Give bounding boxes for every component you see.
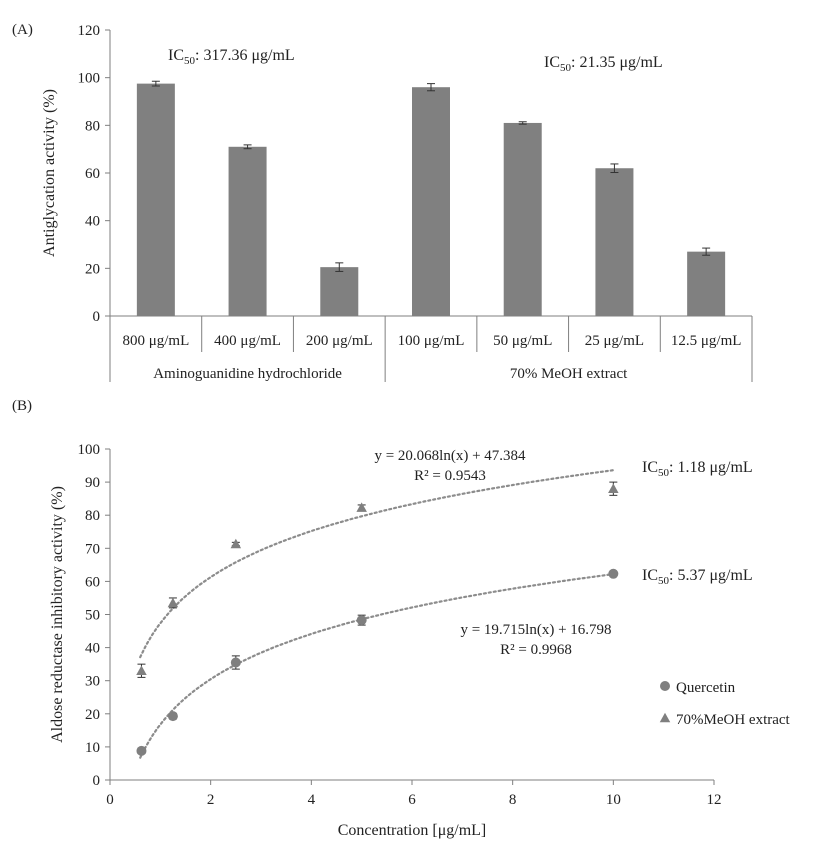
x-tick-label-b: 12 (707, 792, 722, 808)
legend-label-quercetin: Quercetin (676, 680, 736, 696)
category-label: 400 μg/mL (214, 333, 281, 349)
ic50-value: : 1.18 μg/mL (669, 459, 753, 476)
panel-label-a: (A) (12, 22, 33, 38)
ic50-subscript: 50 (658, 575, 670, 587)
ic50-annotation-a-extract: IC50: 21.35 μg/mL (544, 54, 663, 74)
ic50-value: : 317.36 μg/mL (195, 47, 295, 64)
legend-marker-quercetin (660, 681, 670, 691)
bar (412, 87, 450, 316)
ic50-annotation-b-quercetin: IC50: 5.37 μg/mL (642, 567, 753, 587)
y-axis-title-b: Aldose reductase inhibitory activity (%) (49, 486, 66, 743)
y-tick-label-b: 100 (78, 442, 101, 458)
category-label: 800 μg/mL (122, 333, 189, 349)
y-tick-label-b: 40 (85, 641, 100, 657)
y-tick-label-a: 120 (78, 23, 101, 39)
ic50-prefix: IC (642, 459, 658, 476)
ic50-annotation-a-aminoguanidine: IC50: 317.36 μg/mL (168, 47, 295, 67)
category-label: 50 μg/mL (493, 333, 552, 349)
trendline-extract (139, 469, 615, 659)
ic50-value: : 5.37 μg/mL (669, 567, 753, 584)
panel-label-b: (B) (12, 398, 32, 414)
y-axis-title-a: Antiglycation activity (%) (41, 89, 58, 257)
equation-quercetin: y = 19.715ln(x) + 16.798 (460, 622, 611, 638)
y-tick-label-b: 70 (85, 541, 100, 557)
data-point (356, 502, 367, 512)
bar (687, 251, 726, 316)
x-tick-label-b: 10 (606, 792, 621, 808)
legend-label-extract: 70%MeOH extract (676, 712, 791, 728)
y-tick-label-b: 0 (93, 773, 101, 789)
ic50-value: : 21.35 μg/mL (571, 54, 663, 71)
y-tick-label-a: 60 (85, 166, 100, 182)
y-tick-label-a: 20 (85, 261, 100, 277)
data-point (136, 745, 147, 756)
bar (595, 168, 634, 316)
legend-marker-extract (659, 712, 671, 723)
bar (228, 146, 267, 316)
y-tick-label-a: 100 (78, 71, 101, 87)
group-label: 70% MeOH extract (510, 366, 628, 382)
ic50-subscript: 50 (560, 62, 572, 74)
y-tick-label-a: 40 (85, 214, 100, 230)
data-point (608, 568, 619, 579)
x-axis-title-b: Concentration [μg/mL] (338, 822, 487, 839)
ic50-annotation-b-extract: IC50: 1.18 μg/mL (642, 459, 753, 479)
category-label: 200 μg/mL (306, 333, 373, 349)
category-label: 100 μg/mL (398, 333, 465, 349)
ic50-prefix: IC (544, 54, 560, 71)
x-tick-label-b: 6 (408, 792, 416, 808)
group-label: Aminoguanidine hydrochloride (153, 366, 342, 382)
r2-extract: R² = 0.9543 (414, 468, 486, 484)
x-tick-label-b: 0 (106, 792, 114, 808)
r2-quercetin: R² = 0.9968 (500, 642, 572, 658)
data-point (136, 665, 147, 676)
data-point (356, 615, 367, 626)
y-tick-label-b: 50 (85, 608, 100, 624)
y-tick-label-b: 80 (85, 508, 100, 524)
ic50-subscript: 50 (658, 467, 670, 479)
y-tick-label-b: 30 (85, 674, 100, 690)
category-label: 25 μg/mL (585, 333, 644, 349)
x-tick-label-b: 8 (509, 792, 517, 808)
equation-extract: y = 20.068ln(x) + 47.384 (374, 448, 526, 464)
data-point (608, 483, 619, 493)
bar (503, 122, 542, 316)
y-tick-label-b: 60 (85, 574, 100, 590)
y-tick-label-b: 10 (85, 740, 100, 756)
ic50-prefix: IC (642, 567, 658, 584)
ic50-subscript: 50 (184, 55, 196, 67)
y-tick-label-b: 20 (85, 707, 100, 723)
ic50-prefix: IC (168, 47, 184, 64)
y-tick-label-a: 0 (93, 309, 101, 325)
data-point (230, 657, 241, 668)
category-label: 12.5 μg/mL (671, 333, 742, 349)
y-tick-label-a: 80 (85, 118, 100, 134)
x-tick-label-b: 4 (308, 792, 316, 808)
y-tick-label-b: 90 (85, 475, 100, 491)
data-point (167, 597, 179, 608)
x-tick-label-b: 2 (207, 792, 215, 808)
trendline-quercetin (139, 573, 615, 759)
data-point (230, 538, 242, 549)
bar (136, 83, 175, 316)
bar (320, 267, 359, 316)
data-point (167, 711, 178, 722)
